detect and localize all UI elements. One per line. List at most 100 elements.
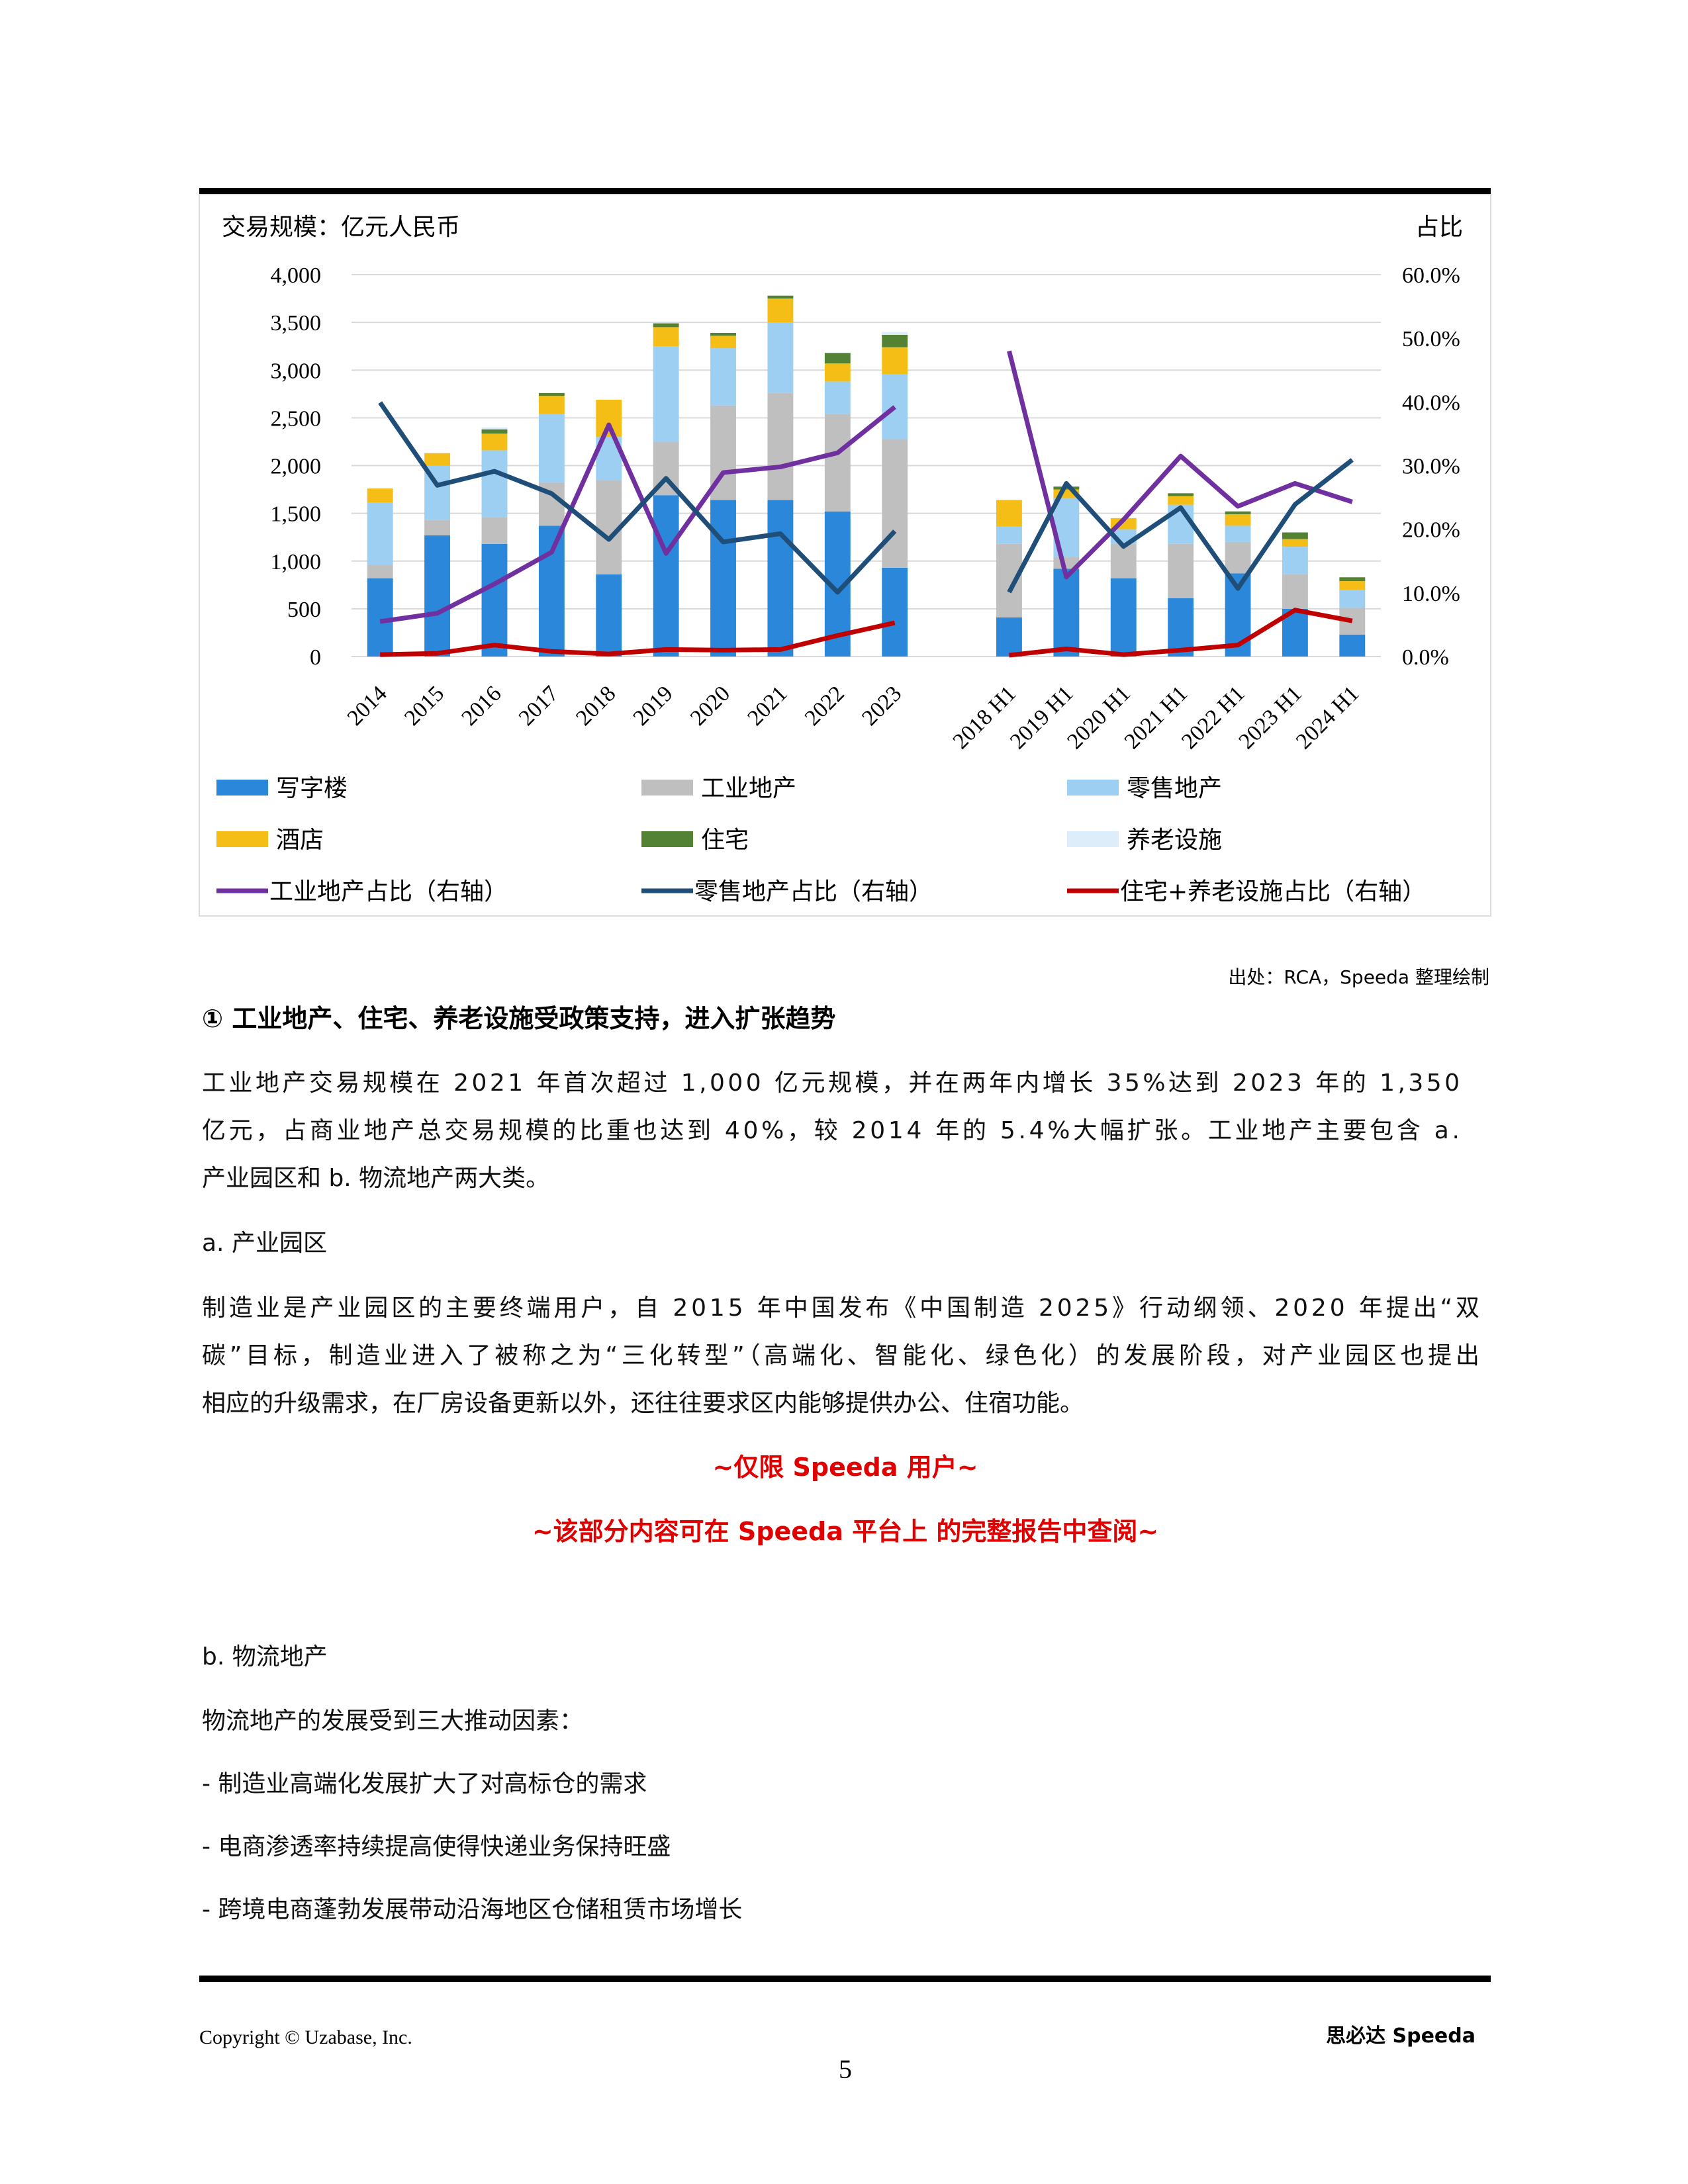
y2-tick-label: 50.0% [1402,327,1460,351]
bar-segment [710,500,736,657]
copyright: Copyright © Uzabase, Inc. [199,2026,412,2048]
bar-segment [481,517,508,544]
paragraph-line: 制造业是产业园区的主要终端用户，自 2015 年中国发布《中国制造 2025》行… [202,1295,1479,1322]
legend-swatch [641,780,693,796]
bar-segment [882,374,908,439]
bar-segment [996,543,1022,617]
logo: 思必达 Speeda [1326,2025,1476,2048]
bar-segment [710,348,736,406]
bar-segment [824,363,851,382]
bar-segment [996,500,1022,527]
chart-frame [199,194,1491,917]
bar-segment [367,565,393,578]
y-tick-label: 2,000 [271,455,322,479]
paragraph-line: 亿元，占商业地产总交易规模的比重也达到 40%，较 2014 年的 5.4%大幅… [202,1117,1460,1144]
bar-segment [1168,496,1194,505]
legend-label: 酒店 [276,827,324,854]
paragraph: 物流地产的发展受到三大推动因素： [202,1707,583,1735]
bar-segment [767,298,794,323]
bar-segment [882,439,908,568]
line [1007,350,1353,580]
y-tick-label: 2,500 [271,406,322,431]
bar-segment [1339,581,1366,590]
bar-segment [1225,541,1251,574]
bar-segment [424,520,451,535]
paragraph-line: 产业园区和 b. 物流地产两大类。 [202,1165,549,1192]
bottom-rule [199,1976,1491,1982]
line [379,405,896,624]
legend-label: 工业地产 [701,775,796,802]
legend-label: 养老设施 [1127,827,1222,854]
notice: ~该部分内容可在 Speeda 平台上 的完整报告中查阅~ [532,1517,1158,1546]
line [1007,458,1354,594]
bar-segment [767,500,794,657]
bullet: - 制造业高端化发展扩大了对高标仓的需求 [202,1770,647,1797]
legend-label: 写字楼 [276,775,348,802]
bar-segment [1053,569,1080,657]
bar-segment [882,347,908,375]
bar-segment [367,502,393,565]
bar-segment [367,578,393,657]
legend-swatch [216,780,268,796]
y2-tick-label: 40.0% [1402,390,1460,415]
bar-segment [481,427,508,430]
bar-segment [767,295,794,299]
notice: ~仅限 Speeda 用户~ [712,1453,978,1482]
bar-segment [424,535,451,657]
line [378,401,897,595]
paragraph-line: 相应的升级需求，在厂房设备更新以外，还往往要求区内能够提供办公、住宿功能。 [202,1390,1084,1417]
line [1009,608,1353,658]
bar-segment [710,332,736,336]
bar-segment [824,414,851,512]
legend-swatch [641,831,693,847]
legend-label: 住宅+养老设施占比（右轴） [1120,878,1426,905]
bar-segment [1168,543,1194,599]
legend-label: 零售地产 [1127,775,1222,802]
bar-segment [481,450,508,518]
y-tick-label: 3,500 [271,311,322,336]
y2-tick-label: 0.0% [1402,645,1449,670]
bar-segment [538,392,565,396]
legend-label: 工业地产占比（右轴） [269,878,508,905]
bar-segment [1110,578,1137,657]
bar-segment [538,525,565,657]
bar-segment [882,334,908,347]
chart: 交易规模：亿元人民币 占比 0 500 1,000 1,500 2,000 2,500 3,… [216,214,1463,905]
bar-segment [767,392,794,500]
bar-segment [1339,634,1366,657]
bar-segment [996,526,1022,544]
bar-segment [767,322,794,393]
line [380,620,896,657]
legend-label: 住宅 [701,827,749,854]
y-axis-title: 交易规模：亿元人民币 [222,214,460,241]
y2-tick-label: 60.0% [1402,263,1460,288]
heading: ① 工业地产、住宅、养老设施受政策支持，进入扩张趋势 [202,1004,835,1033]
bar-segment [1282,547,1308,574]
y-tick-label: 3,000 [271,359,322,383]
bar-segment [1282,532,1308,539]
top-rule [199,188,1491,195]
bar-segment [653,327,679,347]
bar-segment [424,453,451,466]
y2-tick-label: 10.0% [1402,582,1460,606]
legend-swatch [1067,831,1119,847]
bar-segment [1225,514,1251,526]
y2-axis-title: 占比 [1415,214,1463,241]
bar-segment [481,433,508,451]
bar-segment [1110,543,1137,578]
legend-label: 零售地产占比（右轴） [694,878,933,905]
bar-segment [1282,539,1308,547]
y-tick-label: 500 [287,598,321,622]
bar-segment [1225,525,1251,542]
bar-segment [596,574,622,657]
bar-segment [1339,577,1366,582]
bullet: - 电商渗透率持续提高使得快递业务保持旺盛 [202,1833,671,1860]
bar-segment [1168,493,1194,496]
bar-segment [1282,574,1308,609]
bar-segment [1339,590,1366,608]
bullet: - 跨境电商蓬勃发展带动沿海地区仓储租赁市场增长 [202,1896,742,1923]
legend-swatch [216,831,268,847]
bar-segment [824,353,851,364]
y-tick-label: 4,000 [271,263,322,288]
bar-segment [882,332,908,335]
